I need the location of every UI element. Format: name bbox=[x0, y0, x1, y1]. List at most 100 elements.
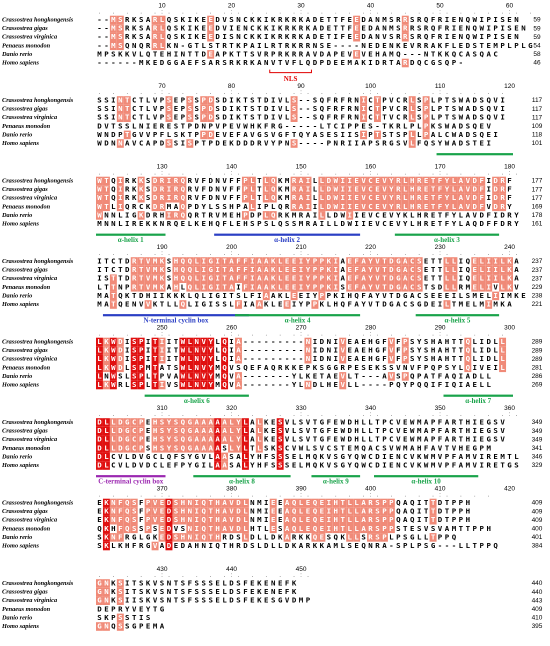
residue-highlight bbox=[151, 274, 159, 283]
residue-highlight bbox=[471, 202, 479, 212]
structure-bar bbox=[415, 314, 500, 317]
residue-highlight bbox=[200, 363, 208, 373]
residue-highlight bbox=[360, 202, 368, 212]
residue-highlight bbox=[102, 524, 110, 534]
ruler-dot: . bbox=[446, 411, 448, 418]
residue-highlight bbox=[360, 113, 368, 122]
residue-highlight bbox=[158, 202, 166, 212]
annotation-label: α-helix 2 bbox=[274, 236, 300, 244]
ruler-dot: . bbox=[516, 9, 518, 16]
residue-highlight bbox=[255, 300, 263, 309]
ruler-dot: . bbox=[377, 250, 379, 257]
ruler-dot: : bbox=[231, 170, 233, 177]
row-end-number: 59 bbox=[533, 34, 541, 41]
residue-highlight bbox=[102, 346, 110, 355]
row-end-number: 237 bbox=[532, 275, 543, 282]
residue-highlight bbox=[241, 211, 249, 220]
residue-highlight bbox=[408, 185, 416, 194]
residue-highlight bbox=[394, 283, 402, 292]
residue-highlight bbox=[158, 337, 166, 347]
residue-highlight bbox=[207, 435, 215, 444]
residue-highlight bbox=[332, 257, 340, 266]
residue-highlight bbox=[464, 337, 472, 347]
residue-highlight bbox=[241, 193, 249, 203]
residue-highlight bbox=[283, 300, 291, 309]
residue-highlight bbox=[116, 24, 124, 33]
ruler-dot: : bbox=[300, 492, 302, 499]
ruler-dot: . bbox=[210, 89, 212, 96]
residue-highlight bbox=[346, 185, 354, 194]
residue-highlight bbox=[360, 498, 368, 508]
residue-highlight bbox=[102, 418, 110, 427]
residue-highlight bbox=[144, 498, 152, 508]
residue-highlight bbox=[401, 32, 409, 42]
residue-highlight bbox=[387, 346, 395, 355]
row-end-number: 177 bbox=[532, 195, 543, 202]
residue-highlight bbox=[443, 283, 451, 292]
row-end-number: 409 bbox=[532, 517, 543, 524]
residue-highlight bbox=[193, 533, 201, 542]
residue-highlight bbox=[137, 444, 145, 453]
residue-highlight bbox=[123, 130, 131, 140]
residue-highlight bbox=[235, 515, 242, 525]
ruler-dot: . bbox=[210, 331, 212, 338]
ruler-dot: . bbox=[349, 9, 351, 16]
species-name: Crassostrea hongkongensis bbox=[2, 16, 74, 23]
residue-highlight bbox=[116, 587, 124, 597]
ruler-number: 290 bbox=[435, 325, 446, 332]
species-name: Crassostrea hongkongensis bbox=[2, 499, 74, 506]
residue-highlight bbox=[471, 283, 479, 292]
residue-highlight bbox=[367, 257, 374, 266]
residue-highlight bbox=[506, 283, 513, 292]
residue-highlight bbox=[485, 257, 493, 266]
residue-highlight bbox=[186, 96, 194, 105]
residue-highlight bbox=[346, 283, 354, 292]
ruler-number: 250 bbox=[157, 325, 168, 332]
ruler-dot: . bbox=[377, 89, 379, 96]
residue-highlight bbox=[186, 354, 194, 364]
ruler-dot: . bbox=[321, 9, 323, 16]
residue-highlight bbox=[353, 524, 361, 534]
row-end-number: 118 bbox=[532, 132, 543, 139]
annotation-label: α-helix 8 bbox=[229, 478, 255, 486]
residue-highlight bbox=[102, 176, 110, 186]
row-end-number: 281 bbox=[532, 365, 543, 372]
residue-highlight bbox=[290, 139, 298, 148]
residue-highlight bbox=[283, 533, 291, 542]
residue-highlight bbox=[158, 15, 166, 25]
ruler-dot: . bbox=[418, 9, 420, 16]
residue-highlight bbox=[109, 274, 117, 283]
residue-highlight bbox=[408, 257, 416, 266]
residue-highlight bbox=[401, 15, 409, 25]
residue-highlight bbox=[158, 193, 166, 203]
ruler-dot: . bbox=[168, 170, 170, 177]
residue-highlight bbox=[276, 452, 284, 462]
ruler-dot: . bbox=[460, 170, 462, 177]
residue-highlight bbox=[158, 426, 166, 436]
ruler-dot: . bbox=[307, 572, 309, 579]
ruler-dot: . bbox=[238, 331, 240, 338]
residue-highlight bbox=[367, 193, 374, 203]
ruler-dot: . bbox=[349, 411, 351, 418]
residue-highlight bbox=[193, 363, 201, 373]
ruler-dot: . bbox=[404, 411, 406, 418]
residue-highlight bbox=[318, 257, 326, 266]
ruler-number: 410 bbox=[435, 486, 446, 493]
residue-highlight bbox=[374, 498, 381, 508]
residue-highlight bbox=[179, 435, 187, 444]
residue-highlight bbox=[158, 176, 166, 186]
row-end-number: 384 bbox=[532, 543, 543, 550]
residue-highlight bbox=[387, 274, 395, 283]
residue-highlight bbox=[158, 274, 166, 283]
residue-highlight bbox=[151, 202, 159, 212]
ruler-dot: . bbox=[377, 492, 379, 499]
alignment-block: 430 440 450.....:.....:.....: . Crassostrea … bbox=[1, 566, 543, 631]
residue-highlight bbox=[96, 202, 103, 212]
residue-highlight bbox=[380, 283, 388, 292]
